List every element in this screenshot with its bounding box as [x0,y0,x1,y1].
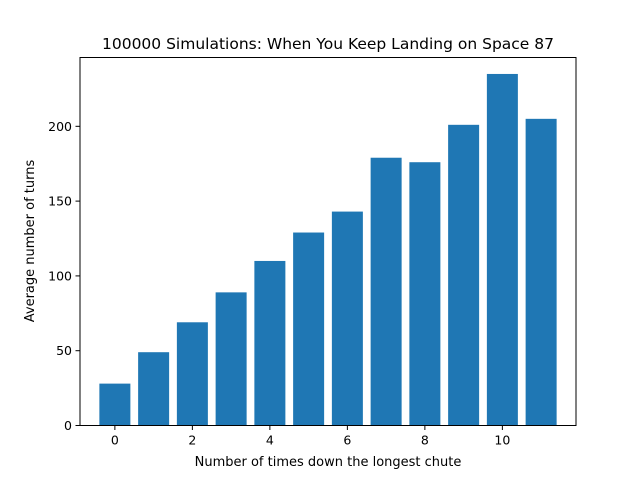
y-tick-label-200: 200 [48,119,72,134]
x-tick-label-8: 8 [421,433,429,448]
x-tick-label-0: 0 [111,433,119,448]
plot-area-frame [79,57,577,426]
x-tick-label-10: 10 [494,433,510,448]
y-tick-label-150: 150 [48,194,72,209]
bar-11 [525,118,557,426]
bars-group [99,73,557,426]
x-tick-label-4: 4 [266,433,274,448]
y-tick-label-50: 50 [56,343,72,358]
chart-title: 100000 Simulations: When You Keep Landin… [102,35,554,53]
bar-0 [99,383,131,426]
y-tick-label-0: 0 [64,418,72,433]
bar-8 [409,162,441,426]
bar-2 [176,322,208,426]
bar-5 [293,232,325,426]
bar-6 [331,211,363,426]
y-tick-label-100: 100 [48,268,72,283]
bar-3 [215,292,247,426]
bar-4 [254,260,286,426]
x-axis-label: Number of times down the longest chute [195,455,462,470]
x-tick-label-6: 6 [343,433,351,448]
bar-9 [448,124,480,426]
y-axis-label: Average number of turns [23,160,38,323]
bar-1 [138,352,170,426]
x-tick-label-2: 2 [188,433,196,448]
bar-7 [370,157,402,426]
bar-10 [486,73,518,426]
